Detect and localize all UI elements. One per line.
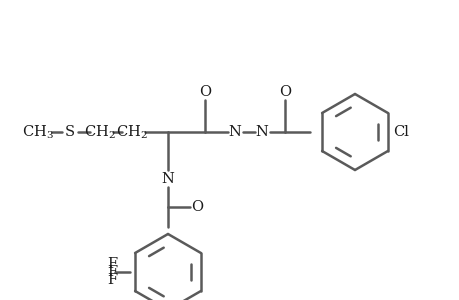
Text: Cl: Cl [392,125,408,139]
Text: N: N [228,125,241,139]
Text: $\mathregular{CH_2}$: $\mathregular{CH_2}$ [84,123,116,141]
Text: $\mathregular{CH_3}$: $\mathregular{CH_3}$ [22,123,54,141]
Text: O: O [198,85,211,99]
Text: $\mathregular{CH_2}$: $\mathregular{CH_2}$ [116,123,147,141]
Text: F: F [106,265,117,279]
Text: S: S [65,125,75,139]
Text: O: O [190,200,202,214]
Text: F: F [106,273,117,287]
Text: N: N [161,172,174,186]
Text: F: F [106,257,117,271]
Text: N: N [255,125,268,139]
Text: O: O [278,85,291,99]
